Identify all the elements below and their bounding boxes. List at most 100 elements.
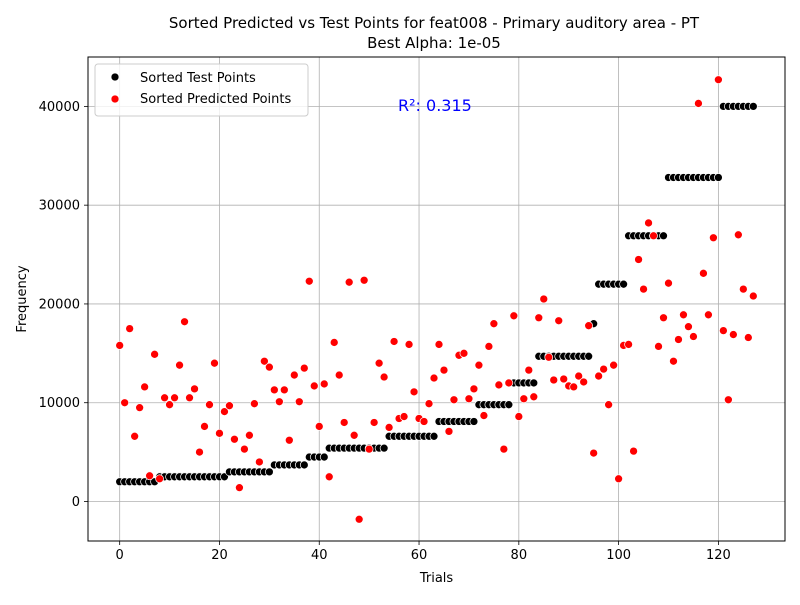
predicted-point xyxy=(474,360,484,370)
predicted-point xyxy=(135,403,144,413)
predicted-point xyxy=(245,430,254,440)
y-tick-label: 40000 xyxy=(39,100,80,115)
predicted-point xyxy=(494,380,504,390)
predicted-point xyxy=(260,356,269,366)
predicted-point xyxy=(459,348,469,358)
predicted-point xyxy=(120,398,130,408)
predicted-point xyxy=(464,394,474,404)
predicted-point xyxy=(559,374,569,384)
predicted-point xyxy=(319,379,329,389)
predicted-point xyxy=(165,400,174,410)
predicted-point xyxy=(364,444,374,454)
predicted-point xyxy=(594,371,604,381)
predicted-point xyxy=(509,311,519,321)
predicted-point xyxy=(369,418,379,427)
test-point xyxy=(265,467,274,477)
predicted-point xyxy=(284,435,294,445)
test-point xyxy=(429,431,439,441)
predicted-point xyxy=(220,407,229,416)
predicted-point xyxy=(399,412,409,421)
predicted-point xyxy=(200,422,209,431)
predicted-point xyxy=(334,370,344,380)
test-point xyxy=(529,378,539,388)
predicted-point xyxy=(409,387,419,397)
predicted-point xyxy=(644,218,653,228)
predicted-point xyxy=(699,268,708,278)
predicted-point xyxy=(344,277,354,287)
legend-label-predicted: Sorted Predicted Points xyxy=(140,92,291,107)
predicted-point xyxy=(549,375,559,385)
predicted-point xyxy=(145,471,154,481)
test-point xyxy=(584,351,594,361)
predicted-point xyxy=(195,447,204,457)
predicted-point xyxy=(215,428,224,438)
y-tick-label: 10000 xyxy=(39,396,80,411)
predicted-point xyxy=(499,444,509,454)
x-tick-label: 40 xyxy=(311,548,328,563)
predicted-point xyxy=(140,382,149,392)
predicted-point xyxy=(534,313,544,323)
predicted-point xyxy=(289,370,299,380)
predicted-point xyxy=(329,338,339,347)
predicted-point xyxy=(175,360,184,370)
legend-marker-predicted xyxy=(110,94,120,104)
test-point xyxy=(299,460,309,470)
legend-marker-test xyxy=(110,72,120,82)
predicted-point xyxy=(444,427,454,436)
predicted-point xyxy=(639,284,648,294)
predicted-point xyxy=(125,324,135,333)
test-point xyxy=(504,400,514,410)
predicted-point xyxy=(299,363,309,373)
predicted-point xyxy=(504,378,514,388)
predicted-point xyxy=(439,365,449,375)
predicted-point xyxy=(684,322,693,332)
predicted-point xyxy=(230,434,239,444)
plot-area-frame xyxy=(87,56,786,542)
predicted-point xyxy=(748,291,758,301)
predicted-point xyxy=(265,362,274,372)
predicted-point xyxy=(160,393,169,403)
predicted-point xyxy=(389,337,399,346)
predicted-point xyxy=(155,474,164,484)
series-test-points xyxy=(115,102,758,487)
x-tick-label: 100 xyxy=(606,548,631,563)
predicted-point xyxy=(734,230,743,240)
predicted-point xyxy=(210,358,219,368)
predicted-point xyxy=(689,332,698,341)
predicted-point xyxy=(709,233,718,243)
y-tick-label: 0 xyxy=(72,495,80,510)
predicted-point xyxy=(514,412,524,421)
predicted-point xyxy=(604,400,613,410)
test-point xyxy=(748,102,758,111)
predicted-point xyxy=(609,360,618,370)
predicted-point xyxy=(589,448,599,458)
predicted-point xyxy=(539,294,549,304)
predicted-point xyxy=(279,385,289,395)
chart-subtitle: Best Alpha: 1e-05 xyxy=(367,34,501,52)
test-point xyxy=(469,417,479,426)
predicted-point xyxy=(404,340,414,349)
predicted-point xyxy=(314,422,324,431)
r-squared-annotation: R²: 0.315 xyxy=(398,96,472,115)
y-tick-label: 20000 xyxy=(39,297,80,312)
predicted-point xyxy=(309,381,319,391)
legend-label-test: Sorted Test Points xyxy=(140,71,256,86)
x-tick-label: 0 xyxy=(116,548,124,563)
x-tick-label: 60 xyxy=(411,548,428,563)
predicted-point xyxy=(624,340,633,349)
predicted-point xyxy=(729,330,738,339)
predicted-point xyxy=(529,392,539,402)
predicted-point xyxy=(634,255,643,264)
predicted-point xyxy=(449,395,459,405)
test-point xyxy=(319,452,329,462)
predicted-point xyxy=(419,417,429,426)
test-point xyxy=(379,443,389,453)
y-tick-label: 30000 xyxy=(39,199,80,214)
predicted-point xyxy=(374,358,384,368)
predicted-point xyxy=(524,365,534,375)
predicted-point xyxy=(519,394,529,404)
x-axis-label: Trials xyxy=(419,571,454,586)
predicted-point xyxy=(185,393,194,403)
